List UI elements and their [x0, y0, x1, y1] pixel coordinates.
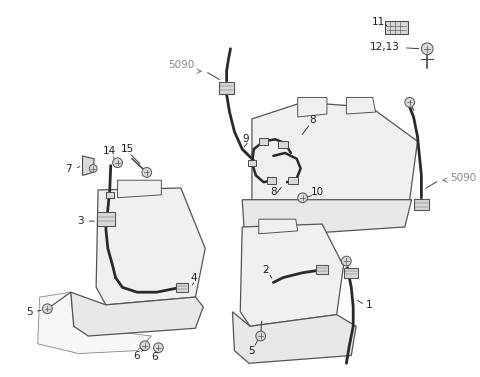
Polygon shape [240, 224, 344, 326]
Circle shape [342, 256, 351, 266]
Polygon shape [83, 156, 94, 175]
Text: 6: 6 [134, 351, 140, 360]
Polygon shape [106, 192, 114, 198]
Circle shape [405, 97, 415, 107]
Text: 8: 8 [309, 115, 316, 125]
Bar [176, 283, 188, 292]
Text: 4: 4 [190, 273, 197, 283]
Bar [414, 199, 429, 210]
Polygon shape [259, 138, 268, 145]
Circle shape [140, 341, 150, 351]
Circle shape [142, 167, 152, 177]
Circle shape [298, 193, 307, 202]
Text: 5: 5 [249, 346, 255, 356]
Text: 14: 14 [103, 146, 116, 156]
Polygon shape [385, 21, 408, 34]
Text: 5090: 5090 [168, 60, 194, 70]
Circle shape [154, 343, 163, 352]
Polygon shape [248, 160, 256, 166]
Polygon shape [71, 292, 203, 336]
Text: 7: 7 [66, 164, 72, 173]
Circle shape [43, 304, 52, 314]
Bar [316, 265, 328, 274]
Bar [345, 268, 358, 277]
Polygon shape [38, 292, 152, 354]
Text: 2: 2 [262, 265, 269, 275]
Circle shape [89, 165, 97, 172]
Text: 8: 8 [270, 187, 276, 197]
Bar [219, 82, 234, 93]
Polygon shape [232, 312, 356, 363]
Polygon shape [242, 200, 412, 237]
Polygon shape [347, 97, 376, 114]
Bar [97, 212, 115, 226]
Polygon shape [278, 141, 288, 148]
Text: 9: 9 [243, 134, 250, 144]
Text: 15: 15 [120, 144, 134, 154]
Text: 10: 10 [311, 187, 324, 197]
Text: 3: 3 [77, 216, 84, 226]
Polygon shape [96, 188, 205, 305]
Circle shape [256, 331, 265, 341]
Polygon shape [118, 180, 161, 198]
Text: 5: 5 [26, 307, 33, 317]
Text: 6: 6 [151, 352, 158, 362]
Text: 11: 11 [372, 17, 385, 28]
Polygon shape [288, 177, 298, 184]
Polygon shape [298, 97, 327, 117]
Circle shape [421, 43, 433, 55]
Text: 12,13: 12,13 [370, 42, 400, 52]
Text: 5090: 5090 [451, 173, 477, 183]
Text: 1: 1 [365, 300, 372, 310]
Polygon shape [252, 102, 418, 210]
Circle shape [113, 158, 122, 167]
Polygon shape [266, 177, 276, 184]
Polygon shape [259, 219, 298, 234]
